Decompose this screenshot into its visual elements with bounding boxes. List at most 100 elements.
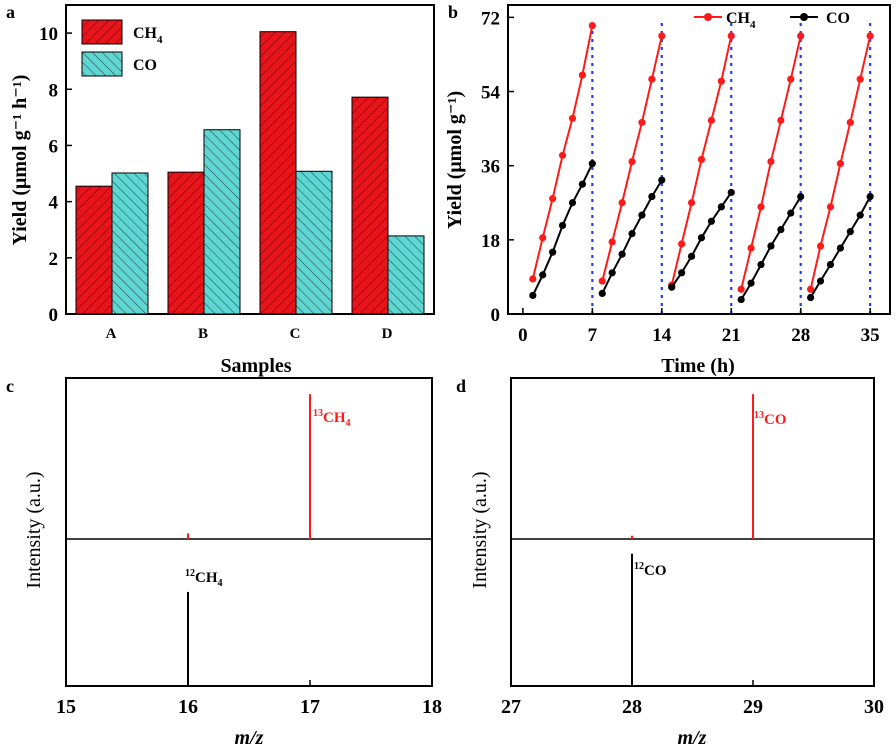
data-point-co	[608, 269, 616, 277]
legend-marker-co	[800, 13, 808, 21]
data-point-co	[846, 228, 854, 236]
data-point-co	[697, 234, 706, 242]
panel-c-label-13ch4: 13CH4	[313, 408, 351, 429]
x-tick-label: D	[382, 326, 393, 342]
panel-c-y-axis-label: Intensity (a.u.)	[23, 471, 45, 588]
panel-b: 0 18 36 54 72 0 7 14 21 28 35 CH4 CO Time (h) Yie…	[444, 4, 891, 377]
data-point-co	[549, 248, 557, 256]
data-point-co	[816, 277, 825, 285]
data-point-co	[767, 242, 775, 250]
panel-a-frame	[65, 4, 435, 315]
data-point-ch4	[707, 116, 716, 124]
data-point-co	[638, 211, 646, 219]
y-tick-label: 72	[481, 8, 500, 29]
panel-a-bars	[75, 31, 425, 315]
data-point-ch4	[767, 157, 775, 166]
panel-b-frame	[507, 4, 891, 315]
y-tick-label: 2	[49, 249, 59, 270]
y-tick-label: 10	[39, 24, 58, 45]
panel-label-c: c	[6, 376, 14, 396]
data-point-co	[687, 252, 696, 260]
legend-marker-ch4	[704, 13, 712, 21]
panel-a-x-ticks: A B C D	[106, 326, 393, 342]
data-point-ch4	[588, 22, 596, 30]
panel-c: 15 16 17 18 13CH4 12CH4 m/z Intensity (a.u.…	[23, 377, 442, 749]
data-point-co	[648, 192, 656, 201]
data-point-ch4	[866, 32, 874, 40]
x-tick-label: 17	[300, 696, 320, 718]
y-tick-label: 4	[49, 193, 59, 214]
data-point-ch4	[797, 32, 805, 40]
x-tick-label: 35	[861, 325, 880, 346]
panel-label-d: d	[456, 376, 466, 396]
y-tick-label: 6	[49, 136, 59, 157]
legend-swatch-ch4	[81, 19, 123, 45]
data-point-co	[558, 221, 567, 230]
data-point-co	[737, 295, 745, 304]
panel-d-label-13co: 13CO	[754, 410, 787, 428]
data-point-ch4	[539, 234, 547, 242]
data-point-co	[707, 217, 716, 225]
bar-co-a	[111, 172, 149, 315]
data-point-co	[866, 192, 874, 201]
panel-a-y-axis-label: Yield (μmol g⁻¹ h⁻¹)	[9, 75, 31, 246]
data-point-co	[658, 176, 666, 184]
y-tick-label: 0	[491, 305, 501, 326]
panel-d-label-12co: 12CO	[634, 561, 667, 579]
data-point-ch4	[816, 242, 825, 250]
data-point-co	[618, 250, 626, 258]
data-point-co	[757, 260, 765, 269]
legend-b-label-ch4: CH4	[726, 10, 756, 31]
panel-d-x-ticks: 27 28 29 30	[501, 680, 884, 718]
data-point-ch4	[638, 118, 646, 127]
x-tick-label: 28	[791, 325, 810, 346]
data-point-co	[836, 244, 844, 252]
x-tick-label: 27	[501, 696, 521, 718]
data-point-ch4	[737, 285, 745, 293]
x-tick-label: 16	[178, 696, 198, 718]
data-point-ch4	[757, 203, 765, 211]
x-tick-label: 29	[743, 696, 763, 718]
data-point-co	[797, 192, 805, 201]
data-point-ch4	[678, 240, 686, 248]
panel-d-x-axis-label: m/z	[678, 727, 707, 749]
data-point-ch4	[807, 285, 815, 293]
x-tick-label: 28	[622, 696, 642, 718]
data-point-ch4	[598, 277, 606, 285]
data-point-co	[727, 188, 735, 197]
panel-b-x-ticks: 0 7 14 21 28 35	[518, 308, 880, 346]
data-point-ch4	[836, 160, 844, 168]
data-point-co	[539, 271, 547, 279]
legend-label-co: CO	[133, 57, 157, 74]
y-tick-label: 18	[481, 231, 500, 252]
panel-d: 27 28 29 30 13CO 12CO m/z Intensity (a.u.)	[469, 377, 884, 749]
data-point-co	[807, 293, 815, 302]
bar-ch4-c	[259, 31, 297, 315]
data-point-co	[588, 160, 596, 168]
panel-a-y-ticks: 0 2 4 6 8 10	[39, 24, 72, 326]
panel-c-peaks	[187, 394, 311, 686]
data-point-ch4	[608, 238, 616, 246]
data-point-ch4	[846, 118, 854, 127]
data-point-ch4	[618, 199, 626, 207]
panel-c-x-ticks: 15 16 17 18	[56, 680, 442, 718]
data-point-ch4	[558, 151, 567, 159]
x-tick-label: A	[106, 326, 117, 342]
y-tick-label: 8	[49, 80, 59, 101]
x-tick-label: 7	[588, 325, 598, 346]
bar-co-d	[387, 235, 425, 315]
panel-a-legend: CH4 CO	[81, 19, 163, 77]
data-point-ch4	[717, 77, 725, 85]
panel-label-a: a	[6, 2, 15, 22]
panel-a-x-axis-label: Samples	[220, 355, 291, 377]
data-point-co	[598, 289, 606, 297]
panel-b-series	[529, 22, 874, 304]
panel-b-y-axis-label: Yield (μmol g⁻¹)	[444, 91, 466, 229]
y-tick-label: 0	[49, 305, 59, 326]
data-point-co	[856, 211, 864, 219]
data-point-co	[747, 279, 755, 287]
bar-ch4-b	[167, 171, 205, 315]
data-point-ch4	[727, 32, 735, 40]
data-point-ch4	[658, 32, 666, 40]
